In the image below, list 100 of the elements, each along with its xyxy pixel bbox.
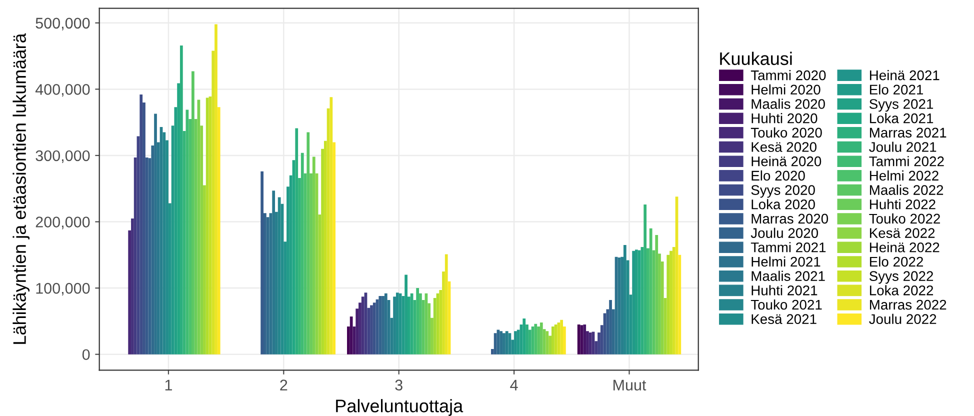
legend-label: Joulu 2022	[869, 314, 936, 324]
bar	[324, 140, 327, 354]
bar	[416, 288, 420, 354]
legend-label: Tammi 2020	[750, 70, 826, 80]
bar	[378, 296, 382, 354]
bar	[548, 336, 552, 354]
bar	[494, 333, 497, 354]
legend-label: Helmi 2021	[752, 256, 820, 267]
bar	[500, 331, 503, 354]
bar	[312, 156, 316, 354]
legend-label: Tammi 2021	[750, 242, 826, 252]
x-tick-label: 2	[280, 380, 288, 390]
legend-label: Heinä 2021	[870, 70, 940, 80]
legend-label: Heinä 2020	[752, 156, 822, 166]
bar	[618, 258, 621, 354]
y-tick-label: 0	[82, 349, 90, 360]
bar	[214, 24, 218, 354]
bar	[583, 324, 586, 354]
bar	[635, 250, 638, 354]
legend-label: Kesä 2021	[752, 314, 816, 324]
bar	[422, 300, 425, 354]
bar	[655, 235, 658, 354]
legend-label: Elo 2021	[870, 84, 924, 95]
bar	[404, 274, 408, 354]
x-tick-label: 3	[395, 380, 402, 390]
bar	[534, 324, 538, 354]
legend-label: Syys 2022	[869, 271, 934, 284]
legend-label: Loka 2021	[870, 113, 934, 124]
bar	[430, 318, 434, 354]
bar	[332, 142, 336, 354]
bar	[384, 293, 388, 354]
bar	[206, 98, 209, 354]
bar	[350, 316, 353, 354]
bar	[212, 50, 215, 354]
legend-label: Elo 2020	[752, 170, 805, 181]
bar	[306, 132, 310, 354]
y-tick-label: 500,000	[36, 18, 90, 30]
y-tick-label: 300,000	[36, 150, 90, 163]
legend-label: Joulu 2020	[750, 228, 818, 238]
bar	[321, 148, 324, 354]
legend-label: Elo 2022	[870, 256, 923, 267]
bar	[557, 322, 560, 354]
bar	[295, 128, 298, 354]
x-axis-title: Palveluntuottaja	[336, 399, 464, 416]
legend-label: Kesä 2020	[752, 142, 816, 152]
bar	[266, 217, 270, 354]
bar	[194, 119, 198, 354]
bar	[560, 320, 564, 354]
legend-label: Touko 2022	[869, 213, 940, 224]
legend-label: Heinä 2022	[870, 242, 940, 252]
legend-label: Loka 2020	[752, 199, 815, 210]
legend-label: Maalis 2021	[752, 270, 825, 281]
legend-label: Huhti 2022	[870, 199, 936, 210]
bar	[433, 298, 436, 354]
legend-label: Joulu 2021	[869, 142, 936, 152]
bar	[551, 326, 554, 354]
legend-label: Touko 2020	[750, 127, 822, 138]
legend-label: Kesä 2022	[870, 228, 935, 238]
bar	[666, 254, 670, 354]
legend-label: Tammi 2022	[869, 156, 944, 166]
x-tick-label: Muut	[614, 380, 646, 390]
bar	[318, 214, 322, 354]
bar	[396, 292, 399, 354]
x-tick-label: 4	[510, 380, 518, 390]
bar	[649, 228, 652, 354]
bar	[217, 107, 220, 354]
bar	[278, 197, 281, 354]
bar	[540, 322, 543, 354]
bar	[140, 94, 143, 354]
bar	[514, 331, 517, 354]
legend-label: Marras 2020	[752, 214, 828, 224]
y-tick-label: 200,000	[36, 216, 90, 230]
legend-label: Huhti 2020	[752, 113, 818, 124]
y-tick-label: 400,000	[35, 84, 90, 97]
legend-label: Marras 2021	[870, 128, 946, 138]
bar	[200, 126, 204, 354]
bar	[660, 262, 664, 354]
bar	[588, 332, 592, 354]
bar	[180, 45, 183, 354]
legend-label: Syys 2020	[751, 185, 815, 198]
bar	[410, 293, 414, 354]
bar	[260, 171, 264, 354]
bar	[638, 250, 641, 354]
bar	[546, 331, 549, 354]
bar	[442, 271, 445, 354]
bar	[439, 290, 442, 354]
legend-label: Helmi 2022	[870, 170, 938, 181]
y-tick-label: 100,000	[36, 282, 90, 296]
bar	[632, 250, 635, 354]
legend-title: Kuukausi	[720, 52, 792, 66]
legend-label: Maalis 2022	[870, 184, 944, 195]
bar	[563, 326, 566, 354]
bar	[678, 254, 682, 354]
bar	[361, 296, 364, 354]
bar	[393, 296, 396, 354]
legend-label: Helmi 2020	[752, 84, 820, 95]
bar	[330, 97, 333, 354]
legend-label: Maalis 2020	[752, 98, 825, 109]
legend-label: Touko 2021	[750, 299, 822, 310]
bar	[670, 250, 672, 354]
